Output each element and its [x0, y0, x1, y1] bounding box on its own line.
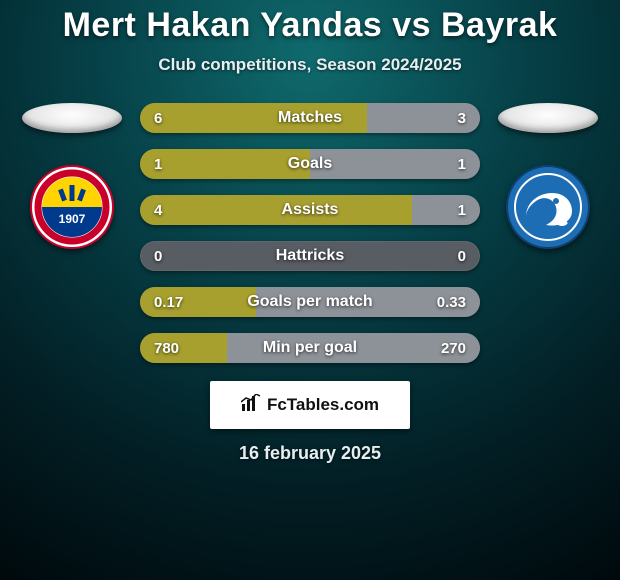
stat-value-left: 0 — [154, 241, 162, 271]
player-right-ellipse — [498, 103, 598, 133]
stat-row: Min per goal780270 — [140, 333, 480, 363]
stat-label: Hattricks — [140, 241, 480, 271]
crest-left: 1907 — [30, 165, 114, 249]
stat-row: Goals11 — [140, 149, 480, 179]
stat-row: Matches63 — [140, 103, 480, 133]
page-title: Mert Hakan Yandas vs Bayrak — [0, 6, 620, 45]
player-right-side — [498, 103, 598, 249]
stat-bar-left — [140, 287, 256, 317]
stat-bar-right — [412, 195, 480, 225]
date-label: 16 february 2025 — [0, 443, 620, 464]
crest-right — [506, 165, 590, 249]
stat-bar-right — [367, 103, 480, 133]
subtitle: Club competitions, Season 2024/2025 — [0, 55, 620, 75]
stat-row: Assists41 — [140, 195, 480, 225]
stat-bar-right — [310, 149, 480, 179]
stat-row: Goals per match0.170.33 — [140, 287, 480, 317]
stat-value-right: 0 — [458, 241, 466, 271]
stat-bar-left — [140, 333, 227, 363]
crest-right-icon — [506, 165, 590, 249]
svg-text:1907: 1907 — [59, 212, 86, 226]
stat-row: Hattricks0 0 — [140, 241, 480, 271]
stat-bar-left — [140, 195, 412, 225]
player-left-side: 1907 — [22, 103, 122, 249]
chart-icon — [241, 394, 261, 417]
comparison-layout: 1907 Matches63 Goals11 Assists41 Hattricks0… — [0, 103, 620, 363]
crest-left-icon: 1907 — [30, 165, 114, 249]
branding-badge[interactable]: FcTables.com — [210, 381, 410, 429]
stat-bar-left — [140, 149, 310, 179]
stat-bars: Matches63 Goals11 Assists41 Hattricks0 0 Goal… — [140, 103, 480, 363]
stat-bar-left — [140, 103, 367, 133]
stat-bar-right — [227, 333, 480, 363]
player-left-ellipse — [22, 103, 122, 133]
stat-bar-right — [256, 287, 480, 317]
branding-text: FcTables.com — [267, 395, 379, 415]
